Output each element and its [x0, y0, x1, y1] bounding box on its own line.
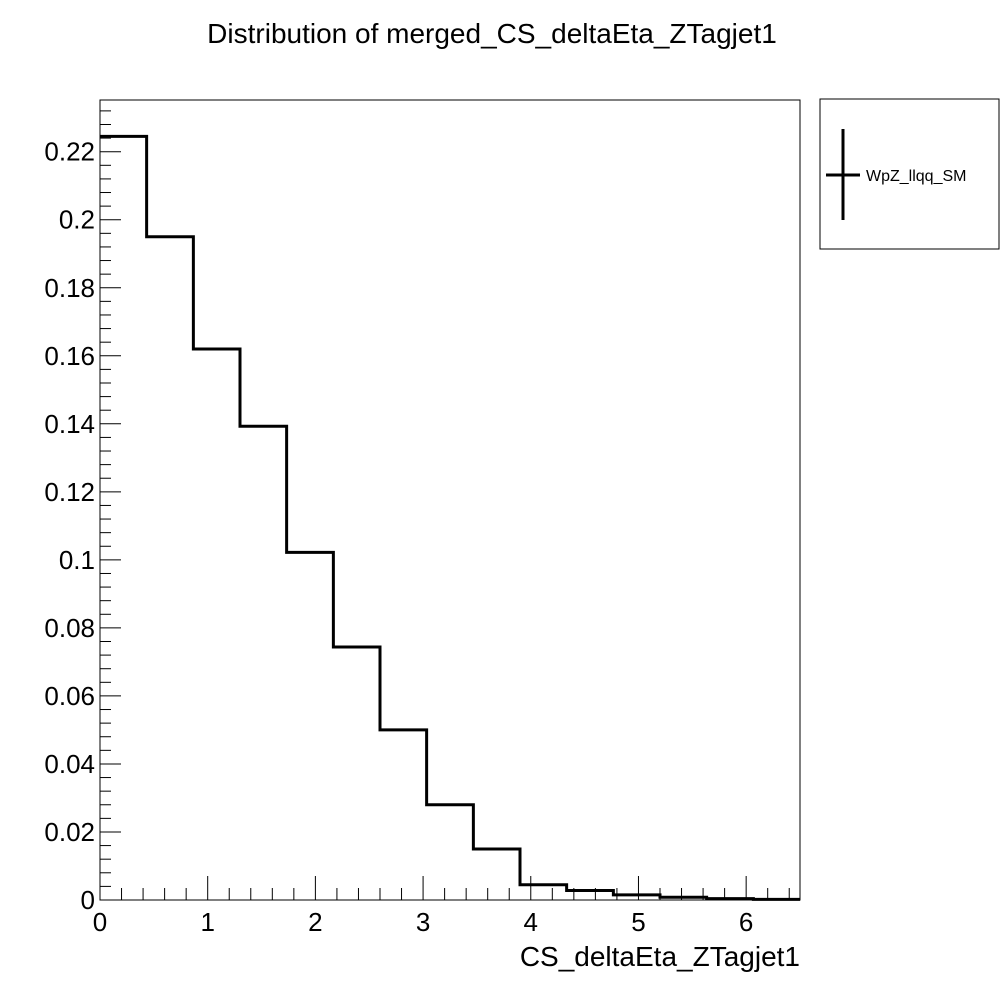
- chart-title: Distribution of merged_CS_deltaEta_ZTagj…: [207, 18, 777, 49]
- x-tick-label: 5: [631, 907, 645, 937]
- x-tick-label: 4: [524, 907, 538, 937]
- x-tick-label: 1: [200, 907, 214, 937]
- histogram-series-line: [100, 134, 800, 901]
- legend-entry-label: WpZ_llqq_SM: [866, 168, 966, 185]
- y-axis-tick-labels: 0 0.02 0.04 0.06 0.08 0.1 0.12 0.14 0.16 0.18 0.2 0…: [44, 137, 95, 915]
- x-axis-tick-labels: 0 1 2 3 4 5 6: [93, 907, 754, 937]
- y-tick-label: 0.06: [44, 681, 95, 711]
- y-tick-label: 0.08: [44, 613, 95, 643]
- y-axis-ticks: [100, 110, 121, 901]
- y-tick-label: 0.02: [44, 817, 95, 847]
- y-tick-label: 0.14: [44, 409, 95, 439]
- plot-frame: [99, 99, 801, 901]
- y-tick-label: 0.04: [44, 749, 95, 779]
- y-tick-label: 0.1: [59, 545, 95, 575]
- legend: WpZ_llqq_SM: [819, 98, 1000, 250]
- x-tick-label: 2: [308, 907, 322, 937]
- y-tick-label: 0: [81, 885, 95, 915]
- x-tick-label: 3: [416, 907, 430, 937]
- y-tick-label: 0.18: [44, 273, 95, 303]
- y-tick-label: 0.12: [44, 477, 95, 507]
- x-axis-label: CS_deltaEta_ZTagjet1: [520, 941, 800, 972]
- x-tick-label: 6: [739, 907, 753, 937]
- x-tick-label: 0: [93, 907, 107, 937]
- y-tick-label: 0.22: [44, 137, 95, 167]
- y-tick-label: 0.2: [59, 205, 95, 235]
- y-tick-label: 0.16: [44, 341, 95, 371]
